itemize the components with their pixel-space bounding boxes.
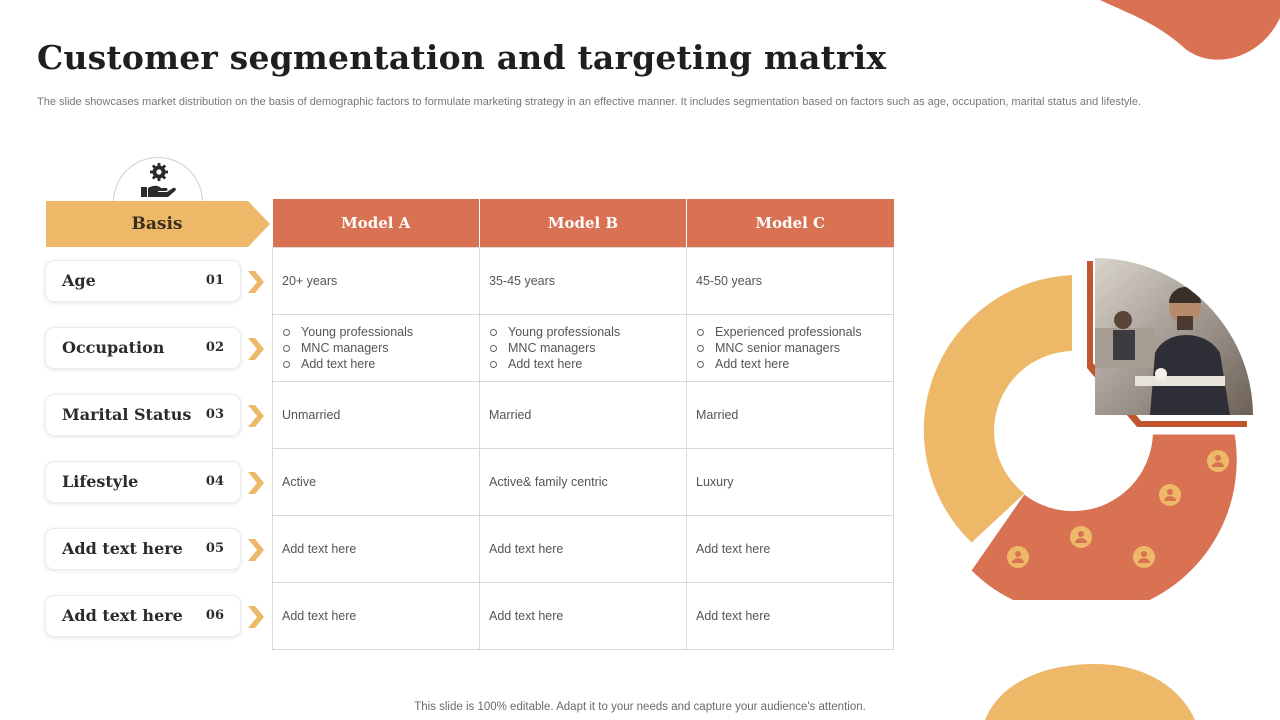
- donut-segment-orange: [971, 434, 1237, 600]
- list-item: Add text here: [489, 356, 677, 372]
- table-row-age: 20+ years 35-45 years 45-50 years: [272, 247, 894, 315]
- list-item: Experienced professionals: [696, 324, 884, 340]
- list-item: Add text here: [282, 356, 470, 372]
- list-item: MNC senior managers: [696, 340, 884, 356]
- bullet-list: Young professionals MNC managers Add tex…: [282, 324, 470, 372]
- table-cell: Add text here: [272, 582, 480, 650]
- table-cell: Unmarried: [272, 381, 480, 449]
- chevron-right-icon: [248, 472, 264, 494]
- basis-row-lifestyle: Lifestyle 04: [45, 461, 241, 503]
- table-cell: Married: [479, 381, 687, 449]
- table-cell: Young professionals MNC managers Add tex…: [479, 314, 687, 382]
- table-cell: Add text here: [479, 515, 687, 583]
- table-row-5: Add text here Add text here Add text her…: [272, 515, 894, 583]
- list-item: MNC managers: [282, 340, 470, 356]
- table-cell: 20+ years: [272, 247, 480, 315]
- bottom-blob: [985, 664, 1195, 720]
- table-cell: Young professionals MNC managers Add tex…: [272, 314, 480, 382]
- chevron-right-icon: [248, 539, 264, 561]
- list-item: Young professionals: [489, 324, 677, 340]
- page-subtitle: The slide showcases market distribution …: [37, 96, 1142, 108]
- table-cell: 45-50 years: [686, 247, 894, 315]
- basis-row-number: 01: [205, 273, 224, 288]
- table-row-marital-status: Unmarried Married Married: [272, 381, 894, 449]
- basis-row-label: Age: [62, 271, 96, 290]
- basis-row-number: 02: [205, 340, 224, 355]
- basis-row-age: Age 01: [45, 260, 241, 302]
- page-title: Customer segmentation and targeting matr…: [37, 38, 887, 77]
- table-cell: Add text here: [686, 582, 894, 650]
- list-item: Young professionals: [282, 324, 470, 340]
- table-cell: Married: [686, 381, 894, 449]
- chevron-right-icon: [248, 606, 264, 628]
- table-cell: Experienced professionals MNC senior man…: [686, 314, 894, 382]
- table-cell: Add text here: [272, 515, 480, 583]
- chevron-right-icon: [248, 271, 264, 293]
- basis-row-label: Marital Status: [62, 405, 192, 424]
- table-cell: Add text here: [686, 515, 894, 583]
- table-cell: Active& family centric: [479, 448, 687, 516]
- basis-row-number: 06: [205, 608, 224, 623]
- bullet-list: Young professionals MNC managers Add tex…: [489, 324, 677, 372]
- bullet-list: Experienced professionals MNC senior man…: [696, 324, 884, 372]
- table-cell: Active: [272, 448, 480, 516]
- basis-row-number: 03: [205, 407, 224, 422]
- header-model-b: Model B: [479, 199, 687, 248]
- basis-row-label: Lifestyle: [62, 472, 139, 491]
- basis-banner: [46, 201, 270, 247]
- basis-row-label: Add text here: [62, 606, 183, 625]
- meeting-photo: [1095, 258, 1253, 415]
- list-item: MNC managers: [489, 340, 677, 356]
- basis-label: Basis: [131, 214, 183, 234]
- basis-row-marital-status: Marital Status 03: [45, 394, 241, 436]
- chevron-right-icon: [248, 405, 264, 427]
- table-cell: Add text here: [479, 582, 687, 650]
- basis-row-label: Add text here: [62, 539, 183, 558]
- list-item: Add text here: [696, 356, 884, 372]
- basis-row-number: 04: [205, 474, 224, 489]
- header-model-c: Model C: [686, 199, 894, 248]
- basis-row-occupation: Occupation 02: [45, 327, 241, 369]
- footer-note: This slide is 100% editable. Adapt it to…: [414, 701, 866, 713]
- segmentation-matrix: Model A Model B Model C 20+ years 35-45 …: [272, 199, 894, 650]
- basis-row-number: 05: [205, 541, 224, 556]
- matrix-header-row: Model A Model B Model C: [272, 199, 894, 248]
- table-cell: 35-45 years: [479, 247, 687, 315]
- table-row-occupation: Young professionals MNC managers Add tex…: [272, 314, 894, 382]
- table-cell: Luxury: [686, 448, 894, 516]
- hand-gear-icon: [141, 163, 176, 197]
- basis-row-5: Add text here 05: [45, 528, 241, 570]
- donut-segment-yellow: [923, 275, 1072, 543]
- basis-row-label: Occupation: [62, 338, 165, 357]
- chevron-right-icon: [248, 338, 264, 360]
- segment-donut-graphic: [923, 261, 1247, 600]
- table-row-lifestyle: Active Active& family centric Luxury: [272, 448, 894, 516]
- top-right-blob: [1100, 0, 1280, 60]
- header-model-a: Model A: [272, 199, 480, 248]
- table-row-6: Add text here Add text here Add text her…: [272, 582, 894, 650]
- basis-row-6: Add text here 06: [45, 595, 241, 637]
